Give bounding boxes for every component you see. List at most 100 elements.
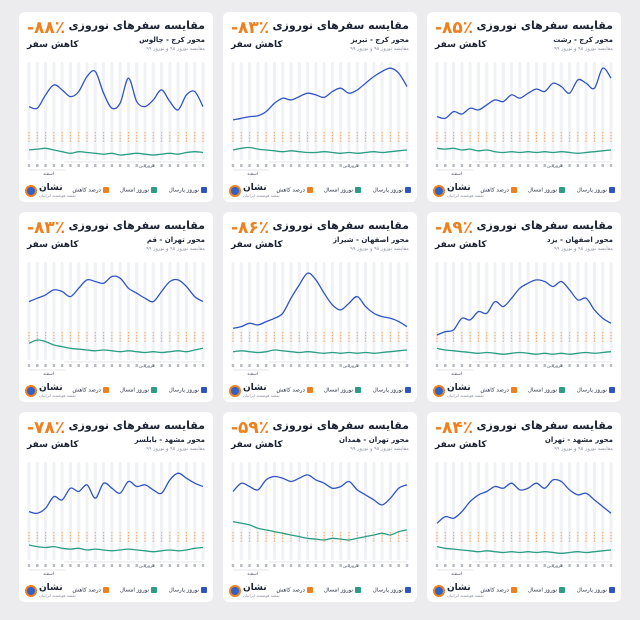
x-tick (347, 164, 351, 167)
chart-title: مقایسه سفرهای نوروزی (476, 419, 613, 432)
chart-card: فروردین اسفند -۸۵٪ کاهش سفر مقایسه سفرهای… (427, 12, 621, 202)
grid-column (168, 462, 172, 560)
legend-reduction-label: درصد کاهش (72, 387, 101, 394)
x-tick (118, 564, 122, 567)
x-tick (372, 564, 376, 567)
month-label-right: فروردین (547, 564, 563, 569)
x-tick (168, 164, 172, 167)
grid-column (493, 62, 497, 160)
brand-tagline: نقشه هوشمند ایرانیان (243, 593, 280, 598)
grid-column (355, 262, 359, 360)
month-label-right: فروردین (343, 364, 359, 369)
x-tick (405, 164, 409, 167)
route-label: محور مشهد - تهران (544, 436, 613, 444)
grid-column (601, 262, 605, 360)
grid-column (380, 262, 384, 360)
legend-this-year-label: نوروز امسال (119, 587, 149, 594)
grid-column (567, 462, 572, 560)
x-tick (435, 164, 439, 167)
x-tick (69, 164, 72, 167)
x-tick (60, 564, 64, 567)
legend-reduction-label: درصد کاهش (276, 387, 305, 394)
grid-column (126, 462, 131, 560)
x-tick (27, 564, 31, 567)
legend-reduction: درصد کاهش (72, 387, 109, 394)
x-tick (289, 364, 293, 367)
brand-name: نشان (39, 583, 63, 593)
grid-column (518, 262, 522, 360)
x-tick (444, 364, 447, 367)
x-tick (609, 364, 613, 367)
x-tick (176, 564, 180, 567)
x-tick (306, 564, 309, 567)
chart-card: فروردین اسفند -۸۶٪ کاهش سفر مقایسه سفرهای… (223, 212, 417, 402)
legend-this-year: نوروز امسال (120, 387, 157, 394)
grid-column (27, 262, 31, 360)
grid-column (143, 62, 147, 160)
legend-this-year-label: نوروز امسال (119, 387, 149, 394)
grid-column (110, 462, 114, 560)
x-tick (331, 364, 334, 367)
grid-column (93, 62, 97, 160)
x-tick (85, 364, 89, 367)
grid-column (601, 62, 605, 160)
chart-subtitle: مقایسه نوروز ۹۸ و نوروز ۹۹ (350, 446, 409, 452)
grid-column (135, 62, 139, 160)
grid-column (68, 262, 73, 360)
x-tick (143, 564, 147, 567)
grid-column (397, 262, 401, 360)
reduction-label: کاهش سفر (435, 40, 487, 50)
grid-column (443, 462, 447, 560)
x-tick (231, 564, 235, 567)
grid-column (314, 462, 318, 560)
legend-last-year: نوروز پارسال (577, 387, 615, 394)
x-tick (44, 364, 47, 367)
x-tick (69, 564, 72, 567)
grid-column (247, 262, 252, 360)
x-tick (201, 164, 205, 167)
x-tick (118, 164, 122, 167)
x-tick (85, 564, 89, 567)
grid-column (485, 62, 489, 160)
x-tick (160, 164, 163, 167)
grid-column (176, 262, 180, 360)
x-tick (551, 564, 555, 567)
line-chart: فروردین اسفند (231, 262, 409, 377)
x-tick (397, 564, 400, 567)
month-label-right: فروردین (547, 364, 563, 369)
x-tick (110, 164, 114, 167)
reduction-percent: -۷۸٪ (27, 418, 66, 438)
grid-column (27, 462, 31, 560)
grid-column (126, 62, 131, 160)
grid-column (143, 462, 147, 560)
brand-tagline: نقشه هوشمند ایرانیان (447, 193, 484, 198)
card-footer: نشان نقشه هوشمند ایرانیان نوروز پارسال ن… (427, 180, 621, 202)
x-tick (176, 364, 180, 367)
series-this-year-line (436, 347, 612, 355)
grid-column (330, 62, 335, 160)
x-tick (27, 164, 31, 167)
x-tick (69, 364, 72, 367)
x-tick (231, 164, 235, 167)
x-tick (452, 564, 455, 567)
x-tick (460, 564, 464, 567)
series-last-year-line (436, 279, 612, 336)
grid-column (77, 262, 81, 360)
grid-column (110, 62, 114, 160)
x-tick (143, 164, 147, 167)
x-tick (568, 564, 571, 567)
grid-column (518, 62, 522, 160)
grid-column (168, 62, 172, 160)
x-tick (601, 164, 604, 167)
grid-column (256, 462, 260, 560)
grid-column (460, 62, 464, 160)
x-tick (397, 164, 400, 167)
legend-this-year-label: نوروز امسال (527, 187, 557, 194)
x-tick (127, 364, 130, 367)
grid-column (501, 62, 505, 160)
chart-title: مقایسه سفرهای نوروزی (272, 219, 409, 232)
grid-column (451, 462, 456, 560)
x-tick (502, 364, 505, 367)
chart-title: مقایسه سفرهای نوروزی (476, 219, 613, 232)
grid-column (372, 62, 376, 160)
